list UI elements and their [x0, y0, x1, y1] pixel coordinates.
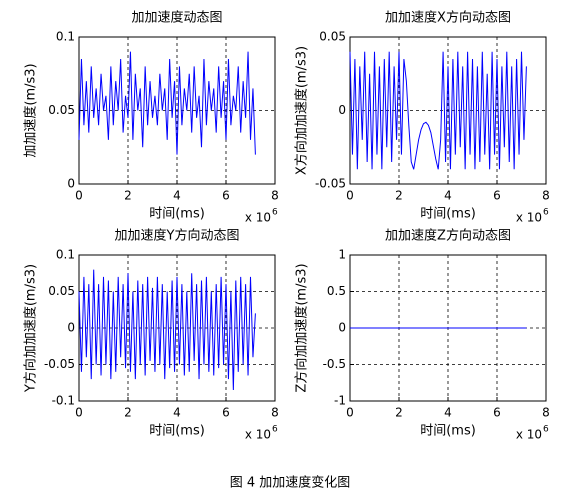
x-axis-label: 时间(ms): [149, 207, 205, 222]
y-axis-label: Z方向加加速度(m/s3): [294, 263, 310, 392]
x-tick-label: 8: [542, 406, 550, 420]
x-tick-label: 0: [346, 189, 354, 203]
x-tick-label: 2: [124, 189, 132, 203]
y-tick-label: -0.05: [44, 357, 75, 371]
x-scale-label: x 10: [245, 428, 271, 442]
plot-border: [78, 36, 276, 185]
x-axis-label: 时间(ms): [149, 424, 205, 439]
y-axis-label: Y方向加加速度(m/s3): [23, 264, 39, 393]
x-scale-label: x 10: [516, 211, 542, 225]
x-axis-label: 时间(ms): [420, 207, 476, 222]
x-tick-label: 4: [173, 189, 181, 203]
x-scale-exponent: 6: [543, 425, 549, 435]
x-tick-label: 2: [124, 406, 132, 420]
x-tick-label: 0: [346, 406, 354, 420]
chart-title: 加加速度X方向动态图: [385, 10, 511, 26]
x-tick-label: 4: [444, 189, 452, 203]
chart-title: 加加速度动态图: [131, 10, 222, 26]
y-tick-label: 0.1: [56, 30, 75, 44]
x-tick-label: 0: [75, 406, 83, 420]
data-line: [78, 269, 256, 391]
x-scale-exponent: 6: [543, 208, 549, 218]
y-tick-label: 0: [67, 321, 75, 335]
x-scale-exponent: 6: [272, 425, 278, 435]
x-scale-exponent: 6: [272, 208, 278, 218]
x-axis-label: 时间(ms): [420, 424, 476, 439]
x-tick-label: 6: [493, 189, 501, 203]
data-line: [349, 51, 527, 170]
x-tick-label: 8: [271, 406, 279, 420]
plot-border: [78, 254, 276, 402]
x-tick-label: 0: [75, 189, 83, 203]
x-tick-label: 8: [542, 189, 550, 203]
x-tick-label: 2: [395, 189, 403, 203]
x-tick-label: 6: [222, 189, 230, 203]
y-tick-label: 0.05: [319, 30, 346, 44]
y-tick-label: 0: [67, 177, 75, 191]
data-line: [78, 51, 256, 155]
y-tick-label: -0.05: [315, 177, 346, 191]
y-tick-label: 0: [338, 103, 346, 117]
y-tick-label: 0.05: [48, 103, 75, 117]
y-axis-label: X方向加加速度(m/s3): [294, 46, 310, 175]
x-tick-label: 8: [271, 189, 279, 203]
y-tick-label: 0.05: [48, 284, 75, 298]
x-tick-label: 4: [444, 406, 452, 420]
y-tick-label: -0.1: [52, 394, 75, 408]
chart-title: 加加速度Y方向动态图: [115, 228, 240, 244]
y-tick-label: 0.1: [56, 248, 75, 262]
x-tick-label: 2: [395, 406, 403, 420]
caption: 图 4 加加速度变化图: [230, 475, 351, 491]
x-tick-label: 4: [173, 406, 181, 420]
y-tick-label: 0.5: [327, 284, 346, 298]
y-tick-label: 0: [338, 321, 346, 335]
chart-title: 加加速度Z方向动态图: [385, 228, 511, 244]
x-scale-label: x 10: [245, 211, 271, 225]
y-tick-label: 1: [338, 248, 346, 262]
x-tick-label: 6: [493, 406, 501, 420]
y-tick-label: -1: [334, 394, 346, 408]
plot-border: [349, 36, 547, 185]
y-axis-label: 加加速度(m/s3): [23, 63, 39, 157]
x-scale-label: x 10: [516, 428, 542, 442]
x-tick-label: 6: [222, 406, 230, 420]
y-tick-label: -0.5: [323, 357, 346, 371]
